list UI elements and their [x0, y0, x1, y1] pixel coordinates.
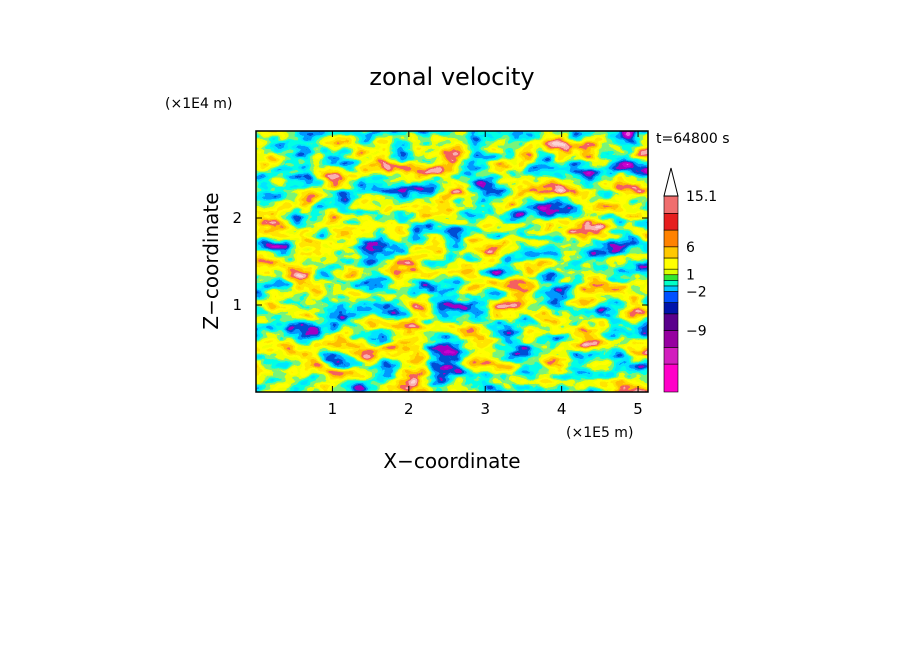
y-axis: 12: [232, 209, 648, 314]
colorbar-segment: [663, 274, 679, 281]
x-unit-label: (×1E5 m): [566, 425, 633, 441]
y-tick-label: 2: [232, 209, 242, 227]
colorbar-segment: [663, 195, 679, 214]
colorbar-extend-max: [663, 167, 679, 197]
x-tick-label: 4: [557, 400, 567, 418]
time-label: t=64800 s: [656, 131, 730, 147]
x-tick-label: 3: [480, 400, 490, 418]
colorbar-segment: [663, 246, 679, 259]
colorbar-label: −2: [686, 284, 707, 300]
x-tick-label: 2: [404, 400, 414, 418]
colorbar-segment: [663, 213, 679, 231]
colorbar-segment: [663, 291, 679, 303]
x-tick-label: 5: [633, 400, 643, 418]
colorbar-segment: [663, 347, 679, 365]
y-tick-label: 1: [232, 296, 242, 314]
colorbar-segment: [663, 330, 679, 348]
colorbar-segment: [663, 257, 679, 270]
colorbar-segment: [663, 313, 679, 331]
colorbar-segment: [663, 268, 679, 276]
colorbar-label: 6: [686, 240, 695, 256]
y-axis-label: Z−coordinate: [199, 192, 223, 329]
colorbar-segment: [663, 229, 679, 248]
x-tick-label: 1: [328, 400, 338, 418]
colorbar-label: −9: [686, 324, 707, 340]
velocity-field: [256, 131, 648, 392]
plot-frame: [255, 130, 649, 393]
colorbar-segment: [663, 363, 679, 393]
y-unit-label: (×1E4 m): [165, 96, 232, 112]
colorbar-segment: [663, 285, 679, 292]
x-axis: 1 2 3 4 5: [328, 131, 643, 418]
plot-area: [255, 130, 649, 393]
colorbar: 15.1 6 1−2 −9: [663, 167, 717, 393]
chart-title: zonal velocity: [369, 63, 534, 91]
x-axis-label: X−coordinate: [383, 449, 520, 473]
colorbar-segment: [663, 280, 679, 287]
colorbar-segment: [663, 302, 679, 315]
colorbar-label: 15.1: [686, 189, 717, 205]
colorbar-label: 1: [686, 268, 695, 284]
